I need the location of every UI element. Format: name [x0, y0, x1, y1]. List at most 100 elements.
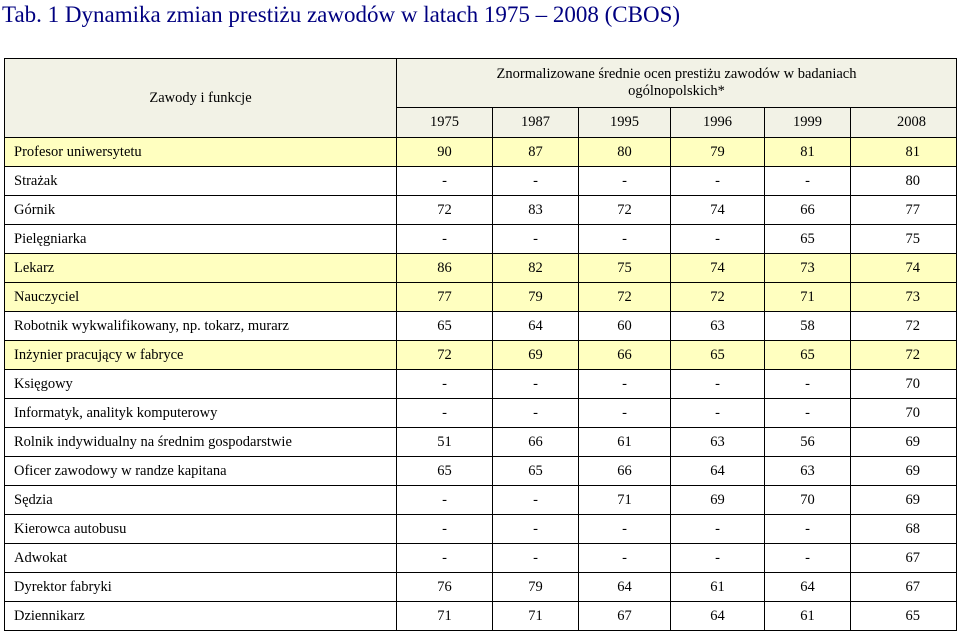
- prestige-value: 63: [670, 427, 765, 457]
- prestige-value: -: [492, 224, 579, 254]
- prestige-value: -: [670, 166, 765, 196]
- prestige-value: 70: [850, 398, 957, 428]
- year-header-row: 1975 1987 1995 1996 1999 2008: [5, 107, 957, 138]
- prestige-value: -: [578, 166, 671, 196]
- occupation-name: Lekarz: [4, 253, 397, 283]
- prestige-value: 61: [578, 427, 671, 457]
- prestige-value: 71: [492, 601, 579, 631]
- prestige-value: -: [578, 514, 671, 544]
- occupation-name: Sędzia: [4, 485, 397, 515]
- prestige-value: -: [396, 485, 493, 515]
- prestige-value: -: [578, 369, 671, 399]
- prestige-value: -: [764, 514, 851, 544]
- prestige-value: 63: [764, 456, 851, 486]
- prestige-value: 73: [764, 253, 851, 283]
- prestige-value: 80: [578, 137, 671, 167]
- table-row: Strażak - - - - -80: [4, 166, 957, 196]
- prestige-value: 72: [850, 311, 957, 341]
- occupation-name: Oficer zawodowy w randze kapitana: [4, 456, 397, 486]
- prestige-value: 69: [492, 340, 579, 370]
- occupation-name: Dyrektor fabryki: [4, 572, 397, 602]
- prestige-value: 69: [850, 485, 957, 515]
- table-row: Adwokat - - - - -67: [4, 543, 957, 573]
- prestige-value: 64: [670, 601, 765, 631]
- prestige-value: -: [396, 398, 493, 428]
- prestige-value: 72: [396, 195, 493, 225]
- prestige-value: -: [492, 166, 579, 196]
- group-header: Znormalizowane średnie ocen prestiżu zaw…: [396, 58, 957, 108]
- prestige-value: -: [396, 166, 493, 196]
- occupation-name: Profesor uniwersytetu: [4, 137, 397, 167]
- prestige-value: 79: [670, 137, 765, 167]
- prestige-value: -: [670, 543, 765, 573]
- table-row: Sędzia - -71 69 70 69: [4, 485, 957, 515]
- prestige-value: 69: [670, 485, 765, 515]
- table-row: Księgowy - - - - -70: [4, 369, 957, 399]
- prestige-value: -: [578, 543, 671, 573]
- group-header-line2: ogólnopolskich*: [628, 83, 725, 99]
- prestige-value: -: [764, 369, 851, 399]
- prestige-value: 65: [396, 456, 493, 486]
- prestige-value: 51: [396, 427, 493, 457]
- prestige-value: 77: [850, 195, 957, 225]
- prestige-value: -: [670, 398, 765, 428]
- prestige-value: -: [764, 543, 851, 573]
- prestige-value: -: [670, 369, 765, 399]
- corner-header: Zawody i funkcje: [4, 58, 397, 138]
- prestige-value: 69: [850, 456, 957, 486]
- prestige-value: -: [578, 224, 671, 254]
- page-title: Tab. 1 Dynamika zmian prestiżu zawodów w…: [2, 2, 681, 27]
- prestige-value: 68: [850, 514, 957, 544]
- prestige-value: 66: [492, 427, 579, 457]
- occupation-name: Inżynier pracujący w fabryce: [4, 340, 397, 370]
- prestige-value: 90: [396, 137, 493, 167]
- occupation-name: Rolnik indywidualny na średnim gospodars…: [4, 427, 397, 457]
- table-row: Profesor uniwersytetu 90 87 80 79 81 81: [4, 137, 957, 167]
- prestige-value: 65: [764, 224, 851, 254]
- table-row: Pielęgniarka - - - -65 75: [4, 224, 957, 254]
- table-row: Dyrektor fabryki 76 79 64 61 64 67: [4, 572, 957, 602]
- prestige-value: -: [492, 485, 579, 515]
- occupation-name: Robotnik wykwalifikowany, np. tokarz, mu…: [4, 311, 397, 341]
- table-row: Informatyk, analityk komputerowy - - - - -70: [4, 398, 957, 428]
- table-body: Profesor uniwersytetu 90 87 80 79 81 81 Strażak…: [4, 137, 957, 631]
- prestige-value: 65: [764, 340, 851, 370]
- prestige-value: 73: [850, 282, 957, 312]
- table-row: Robotnik wykwalifikowany, np. tokarz, mu…: [4, 311, 957, 341]
- table-row: Oficer zawodowy w randze kapitana 65 65 66 6…: [4, 456, 957, 486]
- occupation-name: Górnik: [4, 195, 397, 225]
- occupation-name: Informatyk, analityk komputerowy: [4, 398, 397, 428]
- prestige-value: -: [670, 514, 765, 544]
- prestige-value: 72: [578, 195, 671, 225]
- prestige-value: -: [492, 543, 579, 573]
- prestige-value: 79: [492, 572, 579, 602]
- prestige-value: 71: [578, 485, 671, 515]
- prestige-value: 70: [764, 485, 851, 515]
- prestige-value: 67: [850, 572, 957, 602]
- occupation-name: Nauczyciel: [4, 282, 397, 312]
- prestige-value: 67: [578, 601, 671, 631]
- prestige-value: 65: [670, 340, 765, 370]
- table-row: Rolnik indywidualny na średnim gospodars…: [4, 427, 957, 457]
- prestige-value: -: [396, 224, 493, 254]
- prestige-value: 80: [850, 166, 957, 196]
- prestige-value: 72: [578, 282, 671, 312]
- year-header: 1999: [764, 107, 851, 138]
- occupation-name: Strażak: [4, 166, 397, 196]
- year-header: 1996: [670, 107, 765, 138]
- prestige-value: -: [396, 543, 493, 573]
- group-header-line1: Znormalizowane średnie ocen prestiżu zaw…: [496, 66, 857, 82]
- table-row: Górnik 72 83 72 74 66 77: [4, 195, 957, 225]
- occupation-name: Pielęgniarka: [4, 224, 397, 254]
- prestige-value: 66: [578, 456, 671, 486]
- prestige-value: 72: [670, 282, 765, 312]
- prestige-value: 66: [578, 340, 671, 370]
- prestige-value: 74: [850, 253, 957, 283]
- prestige-value: 82: [492, 253, 579, 283]
- prestige-value: 81: [850, 137, 957, 167]
- prestige-value: 64: [670, 456, 765, 486]
- table-row: Dziennikarz 71 71 67 64 61 65: [4, 601, 957, 631]
- prestige-value: 60: [578, 311, 671, 341]
- prestige-value: 64: [764, 572, 851, 602]
- prestige-value: 65: [396, 311, 493, 341]
